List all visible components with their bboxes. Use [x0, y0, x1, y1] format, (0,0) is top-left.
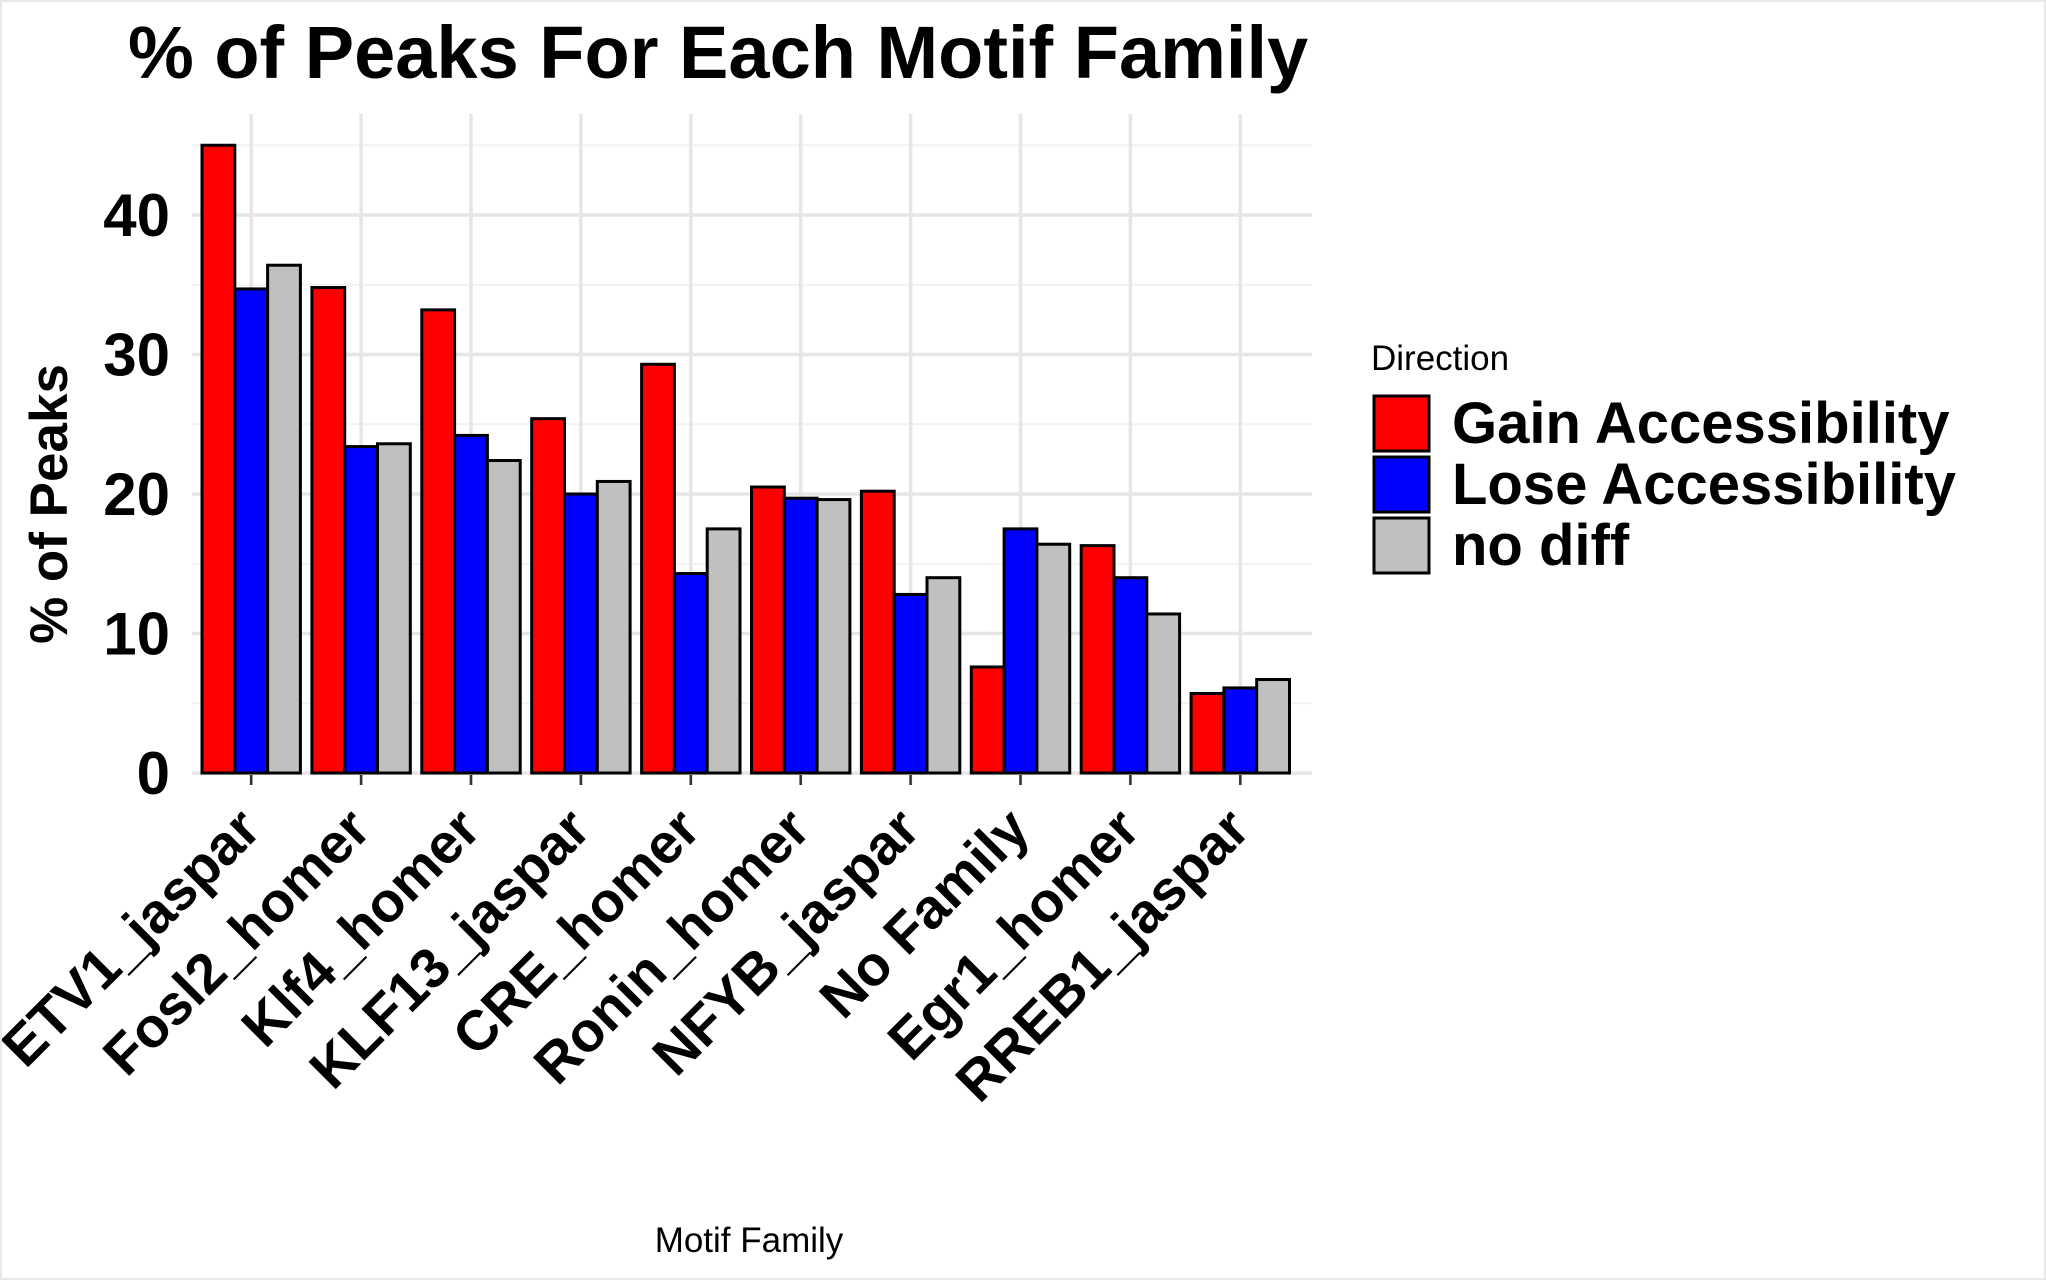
- bar-no-diff: [595, 479, 632, 775]
- y-tick-label: 20: [103, 461, 170, 528]
- bar-no-diff: [266, 263, 302, 775]
- bar-gain-accessibility: [750, 485, 786, 775]
- bar-lose-accessibility: [892, 592, 929, 775]
- legend-swatch-no-diff: [1372, 516, 1431, 575]
- bar-no-diff: [1255, 678, 1291, 775]
- bar-gain-accessibility: [530, 417, 567, 775]
- bar-gain-accessibility: [859, 489, 896, 775]
- bar-gain-accessibility: [200, 143, 237, 775]
- bar-lose-accessibility: [782, 496, 819, 775]
- bar-lose-accessibility: [1002, 527, 1039, 775]
- y-axis: 0 10 20 30 40: [103, 182, 170, 807]
- bar-no-diff: [815, 498, 852, 775]
- y-tick-label: 10: [103, 601, 170, 668]
- bar-lose-accessibility: [453, 433, 489, 775]
- bar-lose-accessibility: [343, 445, 380, 775]
- bar-lose-accessibility: [233, 287, 270, 775]
- bar-gain-accessibility: [969, 665, 1006, 775]
- legend-label-lose-accessibility: Lose Accessibility: [1452, 452, 1956, 517]
- legend-title: Direction: [1371, 339, 1509, 378]
- bar-gain-accessibility: [1079, 544, 1116, 775]
- y-tick-label: 0: [137, 740, 170, 807]
- bar-gain-accessibility: [640, 362, 676, 775]
- bars-group: [200, 143, 1291, 775]
- bar-lose-accessibility: [563, 492, 599, 775]
- legend-label-gain-accessibility: Gain Accessibility: [1452, 391, 1950, 456]
- bar-no-diff: [705, 527, 742, 775]
- x-axis: ETV1_jasparFosl2_homerKlf4_homerKLF13_ja…: [0, 775, 1261, 1113]
- bar-no-diff: [1035, 542, 1072, 775]
- y-axis-title: % of Peaks: [20, 364, 79, 644]
- bar-gain-accessibility: [310, 286, 347, 775]
- chart-title: % of Peaks For Each Motif Family: [128, 11, 1308, 94]
- y-tick-label: 40: [103, 182, 170, 249]
- bar-lose-accessibility: [1222, 686, 1259, 775]
- bar-no-diff: [376, 442, 412, 775]
- bar-no-diff: [485, 459, 522, 775]
- bar-no-diff: [925, 576, 962, 775]
- legend-swatch-gain-accessibility: [1372, 394, 1431, 453]
- bar-gain-accessibility: [1189, 691, 1226, 775]
- bar-gain-accessibility: [420, 308, 457, 775]
- y-tick-label: 30: [103, 322, 170, 389]
- bar-no-diff: [1145, 612, 1182, 775]
- bar-lose-accessibility: [1112, 576, 1149, 775]
- x-axis-title: Motif Family: [655, 1221, 844, 1260]
- legend-swatch-lose-accessibility: [1372, 455, 1431, 514]
- legend-label-no-diff: no diff: [1452, 513, 1630, 578]
- bar-lose-accessibility: [672, 572, 709, 775]
